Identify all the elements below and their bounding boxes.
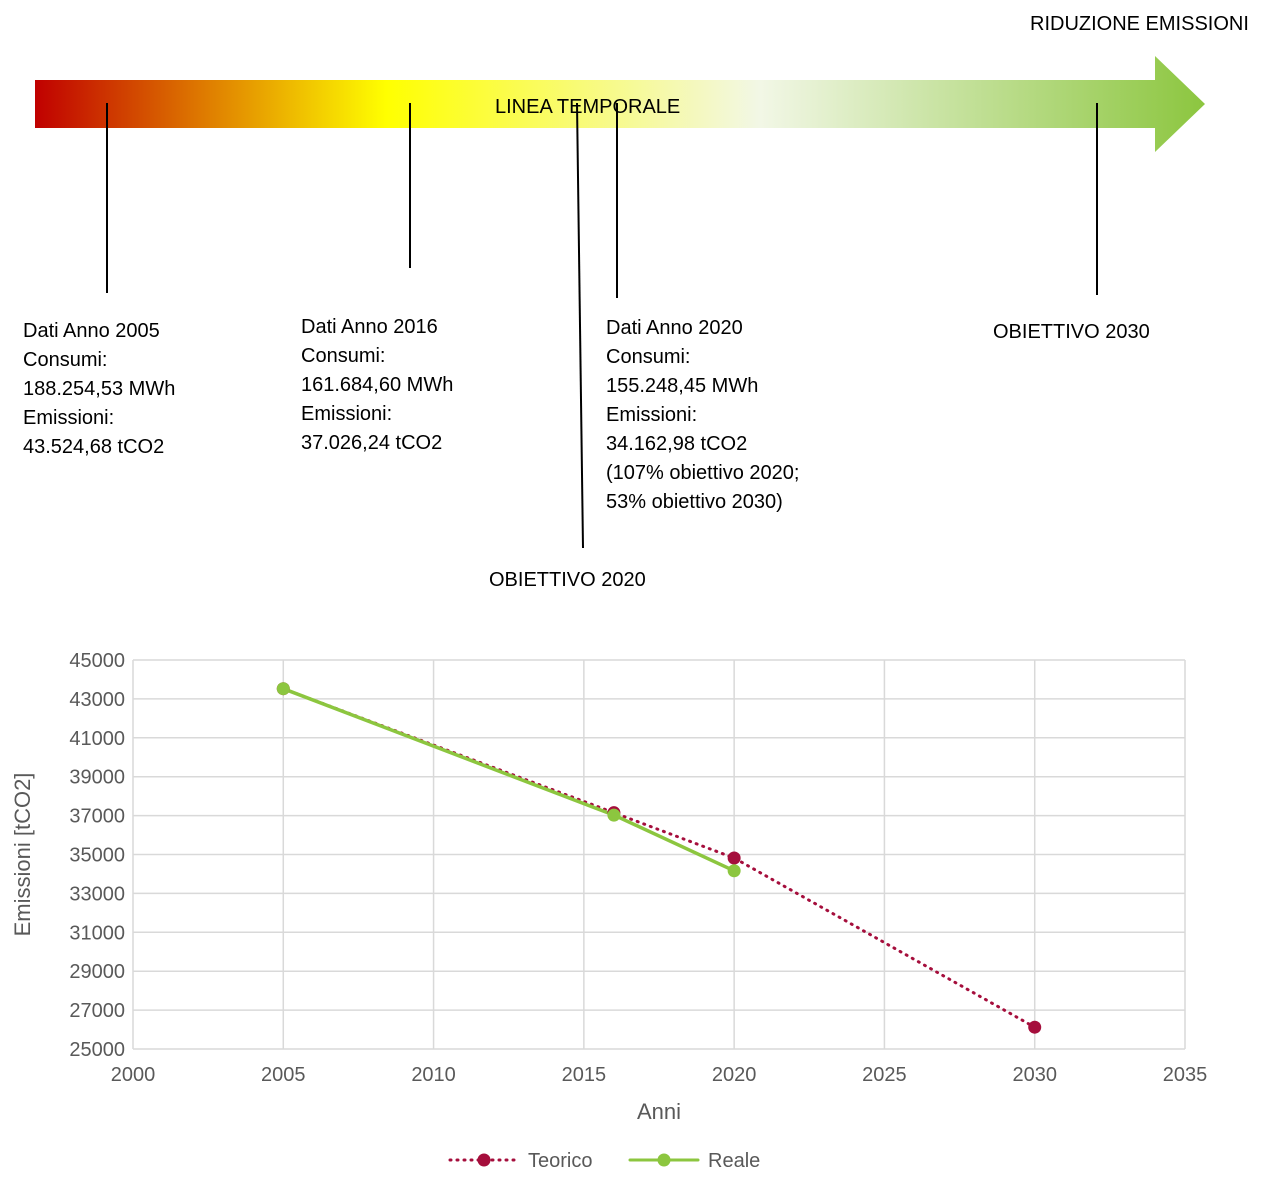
event-line: (107% obiettivo 2020; — [606, 462, 800, 484]
timeline-arrow — [35, 56, 1205, 152]
legend-marker-reale — [657, 1153, 671, 1167]
y-tick-label: 25000 — [69, 1039, 125, 1061]
event-line: 155.248,45 MWh — [606, 375, 759, 397]
x-tick-label: 2025 — [862, 1064, 907, 1086]
event-line: 43.524,68 tCO2 — [23, 436, 165, 458]
event-obiettivo-2030: OBIETTIVO 2030 — [993, 321, 1150, 343]
y-tick-label: 29000 — [69, 961, 125, 983]
chart-ticks: 25000 27000 29000 31000 33000 35000 37000 39000… — [69, 650, 1207, 1086]
event-line: 37.026,24 tCO2 — [301, 432, 443, 454]
event-line: Emissioni: — [606, 404, 698, 426]
y-tick-label: 31000 — [69, 922, 125, 944]
event-line: 34.162,98 tCO2 — [606, 433, 748, 455]
x-tick-label: 2010 — [411, 1064, 456, 1086]
event-line: Emissioni: — [23, 407, 115, 429]
x-tick-label: 2015 — [562, 1064, 607, 1086]
legend-label-reale: Reale — [708, 1150, 760, 1172]
data-point-reale — [607, 808, 621, 822]
data-point-teorico — [727, 851, 741, 865]
event-line: Consumi: — [23, 349, 108, 371]
chart-series — [276, 682, 1042, 1034]
x-tick-label: 2030 — [1012, 1064, 1057, 1086]
y-tick-label: 43000 — [69, 689, 125, 711]
event-line: Consumi: — [606, 346, 691, 368]
series-line-reale — [281, 686, 736, 873]
y-axis-title: Emissioni [tCO2] — [10, 773, 35, 937]
event-line: Emissioni: — [301, 403, 393, 425]
timeline-arrow-label: LINEA TEMPORALE — [495, 96, 681, 118]
y-tick-label: 35000 — [69, 845, 125, 867]
y-tick-label: 45000 — [69, 650, 125, 672]
event-2016: Dati Anno 2016 Consumi: 161.684,60 MWh E… — [301, 313, 453, 458]
x-tick-label: 2035 — [1163, 1064, 1208, 1086]
x-tick-label: 2020 — [712, 1064, 757, 1086]
legend-marker-teorico — [477, 1153, 491, 1167]
event-2005: Dati Anno 2005 Consumi: 188.254,53 MWh E… — [23, 317, 175, 462]
data-point-reale — [276, 682, 290, 696]
timeline-header: RIDUZIONE EMISSIONI — [1030, 13, 1249, 35]
x-tick-label: 2000 — [111, 1064, 156, 1086]
legend-label-teorico: Teorico — [528, 1150, 592, 1172]
x-tick-label: 2005 — [261, 1064, 306, 1086]
event-line: Dati Anno 2016 — [301, 316, 438, 338]
series-line-teorico — [281, 687, 1037, 1029]
data-point-teorico — [1028, 1020, 1042, 1034]
y-tick-label: 27000 — [69, 1000, 125, 1022]
event-line: Consumi: — [301, 345, 386, 367]
y-tick-label: 33000 — [69, 883, 125, 905]
marker-obiettivo-2020 — [576, 102, 584, 549]
y-tick-label: 37000 — [69, 806, 125, 828]
y-tick-label: 41000 — [69, 728, 125, 750]
x-axis-title: Anni — [637, 1099, 681, 1124]
event-line: 188.254,53 MWh — [23, 378, 176, 400]
event-2020: Dati Anno 2020 Consumi: 155.248,45 MWh E… — [606, 314, 799, 517]
event-line: Dati Anno 2020 — [606, 317, 743, 339]
emissions-line-chart: 25000 27000 29000 31000 33000 35000 37000 39000… — [10, 650, 1207, 1172]
chart-grid — [132, 659, 1186, 1050]
chart-legend: Teorico Reale — [448, 1150, 760, 1172]
timeline-graphic — [35, 56, 1205, 549]
event-line: 53% obiettivo 2030) — [606, 491, 783, 513]
event-line: Dati Anno 2005 — [23, 320, 160, 342]
y-tick-label: 39000 — [69, 767, 125, 789]
event-line: 161.684,60 MWh — [301, 374, 454, 396]
event-obiettivo-2020: OBIETTIVO 2020 — [489, 569, 646, 591]
data-point-reale — [727, 864, 741, 878]
